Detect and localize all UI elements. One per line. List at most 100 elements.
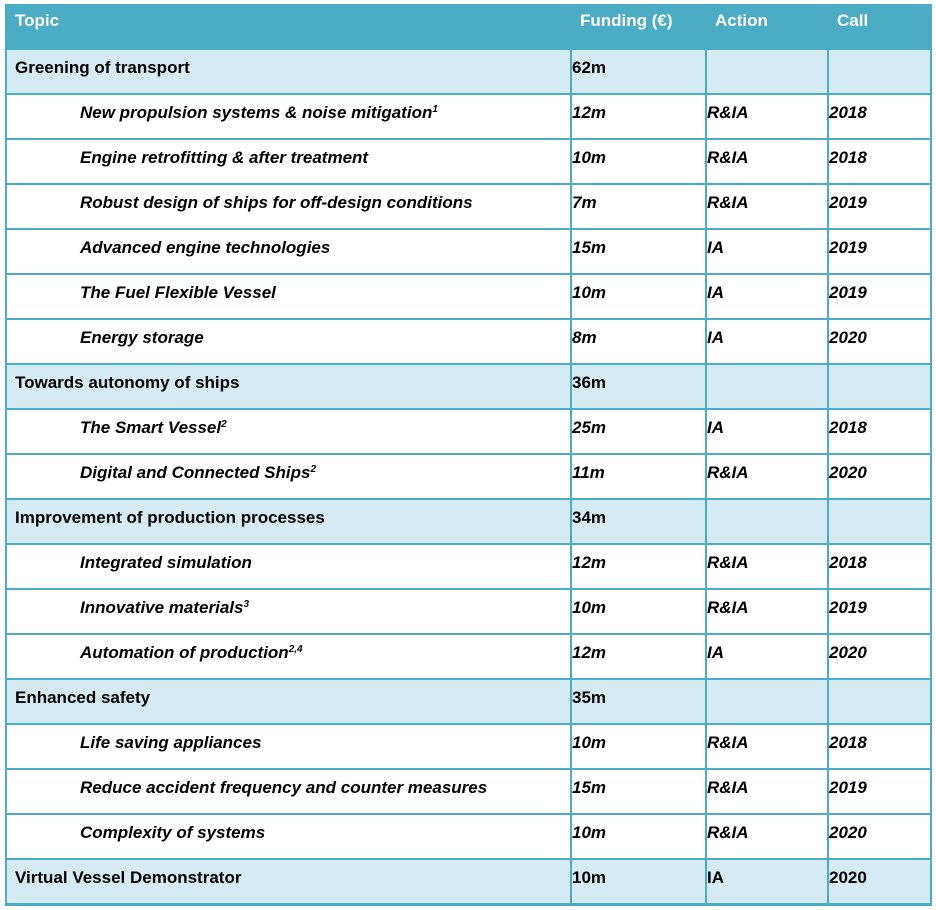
action-cell [705, 678, 829, 725]
action-cell: IA [705, 318, 829, 365]
call-cell: 2020 [827, 858, 932, 906]
header-action: Action [705, 4, 829, 50]
topic-label: New propulsion systems & noise mitigatio… [80, 103, 433, 122]
table-row: Energy storage 8m IA 2020 [5, 318, 932, 365]
table-header-row: Topic Funding (€) Action Call [5, 4, 932, 50]
table-row: Reduce accident frequency and counter me… [5, 768, 932, 815]
topic-cell: The Smart Vessel2 [5, 408, 572, 455]
call-cell: 2019 [827, 183, 932, 230]
call-cell: 2020 [827, 813, 932, 860]
table-row: Advanced engine technologies 15m IA 2019 [5, 228, 932, 275]
funding-cell: 8m [570, 318, 707, 365]
topic-cell: The Fuel Flexible Vessel [5, 273, 572, 320]
header-funding: Funding (€) [570, 4, 707, 50]
category-row: Virtual Vessel Demonstrator 10m IA 2020 [5, 858, 932, 906]
action-cell: R&IA [705, 588, 829, 635]
topic-label: Life saving appliances [80, 733, 262, 752]
action-cell: R&IA [705, 543, 829, 590]
topic-label: Robust design of ships for off-design co… [80, 193, 473, 212]
call-cell: 2019 [827, 588, 932, 635]
topic-cell: Improvement of production processes [5, 498, 572, 545]
topic-cell: Towards autonomy of ships [5, 363, 572, 410]
topic-label: Towards autonomy of ships [15, 373, 240, 392]
call-cell: 2019 [827, 768, 932, 815]
footnote-ref: 1 [432, 104, 438, 115]
category-row: Towards autonomy of ships 36m [5, 363, 932, 410]
action-cell: IA [705, 408, 829, 455]
funding-cell: 10m [570, 723, 707, 770]
topic-label: The Fuel Flexible Vessel [80, 283, 276, 302]
funding-table: Topic Funding (€) Action Call Greening o… [5, 4, 932, 906]
topic-cell: Automation of production2,4 [5, 633, 572, 680]
call-cell: 2020 [827, 633, 932, 680]
topic-cell: Digital and Connected Ships2 [5, 453, 572, 500]
topic-cell: New propulsion systems & noise mitigatio… [5, 93, 572, 140]
topic-label: Complexity of systems [80, 823, 266, 842]
header-call: Call [827, 4, 932, 50]
call-cell: 2019 [827, 228, 932, 275]
funding-cell: 12m [570, 93, 707, 140]
topic-cell: Innovative materials3 [5, 588, 572, 635]
funding-cell: 11m [570, 453, 707, 500]
action-cell: R&IA [705, 723, 829, 770]
funding-cell: 7m [570, 183, 707, 230]
action-cell: R&IA [705, 813, 829, 860]
topic-label: Advanced engine technologies [80, 238, 331, 257]
call-cell: 2020 [827, 453, 932, 500]
table-row: Innovative materials3 10m R&IA 2019 [5, 588, 932, 635]
table-row: Robust design of ships for off-design co… [5, 183, 932, 230]
category-row: Improvement of production processes 34m [5, 498, 932, 545]
action-cell: R&IA [705, 183, 829, 230]
footnote-ref: 3 [243, 599, 250, 610]
table-row: Digital and Connected Ships2 11m R&IA 2020 [5, 453, 932, 500]
action-cell [705, 363, 829, 410]
funding-cell: 12m [570, 633, 707, 680]
action-cell: IA [705, 633, 829, 680]
call-cell: 2018 [827, 543, 932, 590]
topic-cell: Energy storage [5, 318, 572, 365]
funding-cell: 25m [570, 408, 707, 455]
call-cell [827, 498, 932, 545]
funding-cell: 35m [570, 678, 707, 725]
topic-label: Improvement of production processes [15, 508, 325, 527]
topic-cell: Reduce accident frequency and counter me… [5, 768, 572, 815]
category-row: Greening of transport 62m [5, 48, 932, 95]
topic-label: Reduce accident frequency and counter me… [80, 778, 488, 797]
table-row: Integrated simulation 12m R&IA 2018 [5, 543, 932, 590]
funding-cell: 10m [570, 813, 707, 860]
action-cell: R&IA [705, 768, 829, 815]
table-body: Greening of transport 62m New propulsion s… [5, 48, 932, 906]
topic-label: Energy storage [80, 328, 204, 347]
call-cell: 2018 [827, 723, 932, 770]
funding-cell: 12m [570, 543, 707, 590]
topic-cell: Virtual Vessel Demonstrator [5, 858, 572, 906]
topic-label: Automation of production [80, 643, 289, 662]
action-cell: IA [705, 228, 829, 275]
topic-cell: Complexity of systems [5, 813, 572, 860]
call-cell: 2018 [827, 138, 932, 185]
topic-label: The Smart Vessel [80, 418, 222, 437]
table-row: Life saving appliances 10m R&IA 2018 [5, 723, 932, 770]
action-cell: R&IA [705, 453, 829, 500]
action-cell: IA [705, 858, 829, 906]
table-row: Engine retrofitting & after treatment 10m… [5, 138, 932, 185]
funding-cell: 36m [570, 363, 707, 410]
topic-label: Innovative materials [80, 598, 244, 617]
category-row: Enhanced safety 35m [5, 678, 932, 725]
funding-cell: 10m [570, 138, 707, 185]
topic-cell: Robust design of ships for off-design co… [5, 183, 572, 230]
call-cell [827, 678, 932, 725]
footnote-ref: 2 [221, 419, 227, 430]
topic-cell: Life saving appliances [5, 723, 572, 770]
topic-label: Engine retrofitting & after treatment [80, 148, 369, 167]
call-cell: 2020 [827, 318, 932, 365]
topic-cell: Greening of transport [5, 48, 572, 95]
topic-label: Greening of transport [15, 58, 190, 77]
funding-cell: 15m [570, 228, 707, 275]
funding-cell: 10m [570, 588, 707, 635]
funding-cell: 10m [570, 273, 707, 320]
table-row: The Fuel Flexible Vessel 10m IA 2019 [5, 273, 932, 320]
call-cell [827, 48, 932, 95]
topic-cell: Integrated simulation [5, 543, 572, 590]
table-row: New propulsion systems & noise mitigatio… [5, 93, 932, 140]
